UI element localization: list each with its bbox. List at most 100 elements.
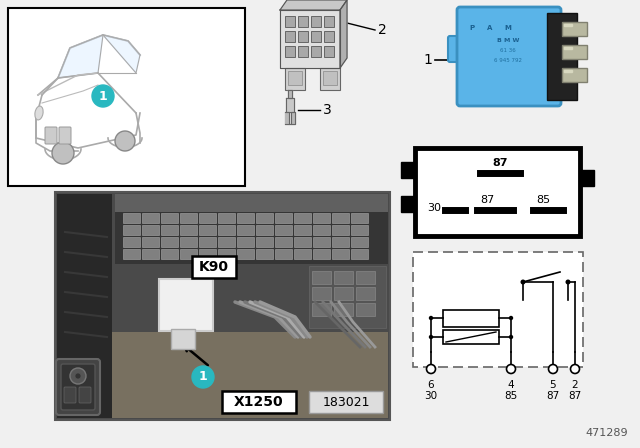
FancyBboxPatch shape (159, 279, 213, 331)
FancyBboxPatch shape (122, 225, 140, 236)
Circle shape (506, 365, 515, 374)
FancyBboxPatch shape (122, 214, 140, 224)
Circle shape (426, 365, 435, 374)
FancyBboxPatch shape (312, 214, 330, 224)
Polygon shape (564, 70, 572, 72)
FancyBboxPatch shape (415, 148, 580, 236)
FancyBboxPatch shape (298, 31, 308, 42)
FancyBboxPatch shape (312, 303, 330, 316)
Text: 3: 3 (323, 103, 332, 117)
Polygon shape (340, 0, 347, 68)
FancyBboxPatch shape (255, 225, 273, 236)
Polygon shape (280, 0, 347, 10)
FancyBboxPatch shape (275, 237, 291, 247)
FancyBboxPatch shape (179, 250, 196, 259)
FancyBboxPatch shape (448, 36, 464, 62)
FancyBboxPatch shape (64, 387, 76, 403)
FancyBboxPatch shape (161, 237, 177, 247)
FancyBboxPatch shape (457, 7, 561, 106)
FancyBboxPatch shape (324, 46, 334, 57)
FancyBboxPatch shape (222, 391, 296, 413)
Circle shape (429, 335, 433, 339)
FancyBboxPatch shape (355, 271, 374, 284)
FancyBboxPatch shape (333, 288, 353, 301)
FancyBboxPatch shape (141, 214, 159, 224)
FancyBboxPatch shape (355, 288, 374, 301)
Text: 85: 85 (536, 195, 550, 205)
FancyBboxPatch shape (55, 192, 390, 420)
Circle shape (75, 373, 81, 379)
FancyBboxPatch shape (161, 214, 177, 224)
Text: 5: 5 (550, 380, 556, 390)
Text: X1250: X1250 (234, 395, 284, 409)
Polygon shape (291, 112, 295, 124)
FancyBboxPatch shape (171, 329, 195, 349)
Polygon shape (285, 112, 289, 124)
FancyBboxPatch shape (312, 237, 330, 247)
FancyBboxPatch shape (413, 252, 583, 367)
Polygon shape (280, 10, 340, 68)
Circle shape (192, 366, 214, 388)
FancyBboxPatch shape (311, 31, 321, 42)
FancyBboxPatch shape (218, 225, 234, 236)
FancyBboxPatch shape (285, 31, 295, 42)
FancyBboxPatch shape (275, 225, 291, 236)
Text: 1: 1 (99, 90, 108, 103)
FancyBboxPatch shape (312, 225, 330, 236)
FancyBboxPatch shape (332, 214, 349, 224)
FancyBboxPatch shape (218, 250, 234, 259)
FancyBboxPatch shape (351, 237, 367, 247)
Ellipse shape (35, 106, 43, 120)
Text: 6 945 792: 6 945 792 (494, 57, 522, 63)
Circle shape (566, 280, 570, 284)
FancyBboxPatch shape (311, 16, 321, 27)
FancyBboxPatch shape (141, 250, 159, 259)
FancyBboxPatch shape (218, 237, 234, 247)
FancyBboxPatch shape (312, 250, 330, 259)
Circle shape (548, 365, 557, 374)
Text: 87: 87 (547, 391, 559, 401)
FancyBboxPatch shape (298, 46, 308, 57)
FancyBboxPatch shape (320, 68, 340, 90)
Polygon shape (564, 24, 572, 26)
Circle shape (509, 335, 513, 339)
FancyBboxPatch shape (122, 237, 140, 247)
Text: M: M (504, 25, 511, 31)
FancyBboxPatch shape (198, 214, 216, 224)
Text: 87: 87 (480, 195, 494, 205)
Circle shape (509, 316, 513, 320)
FancyBboxPatch shape (332, 250, 349, 259)
FancyBboxPatch shape (294, 225, 310, 236)
FancyBboxPatch shape (351, 250, 367, 259)
Text: 87: 87 (492, 158, 508, 168)
FancyBboxPatch shape (324, 16, 334, 27)
FancyBboxPatch shape (115, 194, 388, 264)
FancyBboxPatch shape (141, 225, 159, 236)
FancyBboxPatch shape (323, 71, 337, 85)
FancyBboxPatch shape (59, 127, 71, 144)
FancyBboxPatch shape (45, 127, 57, 144)
FancyBboxPatch shape (333, 271, 353, 284)
Circle shape (70, 368, 86, 384)
FancyBboxPatch shape (332, 237, 349, 247)
FancyBboxPatch shape (179, 214, 196, 224)
FancyBboxPatch shape (311, 46, 321, 57)
Text: 87: 87 (568, 391, 582, 401)
Text: 1: 1 (423, 53, 432, 67)
FancyBboxPatch shape (562, 22, 587, 36)
FancyBboxPatch shape (443, 310, 499, 327)
Polygon shape (58, 35, 103, 78)
FancyBboxPatch shape (298, 16, 308, 27)
Text: 471289: 471289 (586, 428, 628, 438)
FancyBboxPatch shape (122, 250, 140, 259)
FancyBboxPatch shape (179, 237, 196, 247)
FancyBboxPatch shape (161, 250, 177, 259)
FancyBboxPatch shape (218, 214, 234, 224)
FancyBboxPatch shape (309, 266, 386, 328)
FancyBboxPatch shape (562, 45, 587, 59)
FancyBboxPatch shape (332, 225, 349, 236)
FancyBboxPatch shape (401, 196, 415, 212)
FancyBboxPatch shape (198, 225, 216, 236)
FancyBboxPatch shape (312, 288, 330, 301)
Text: 2: 2 (572, 380, 579, 390)
